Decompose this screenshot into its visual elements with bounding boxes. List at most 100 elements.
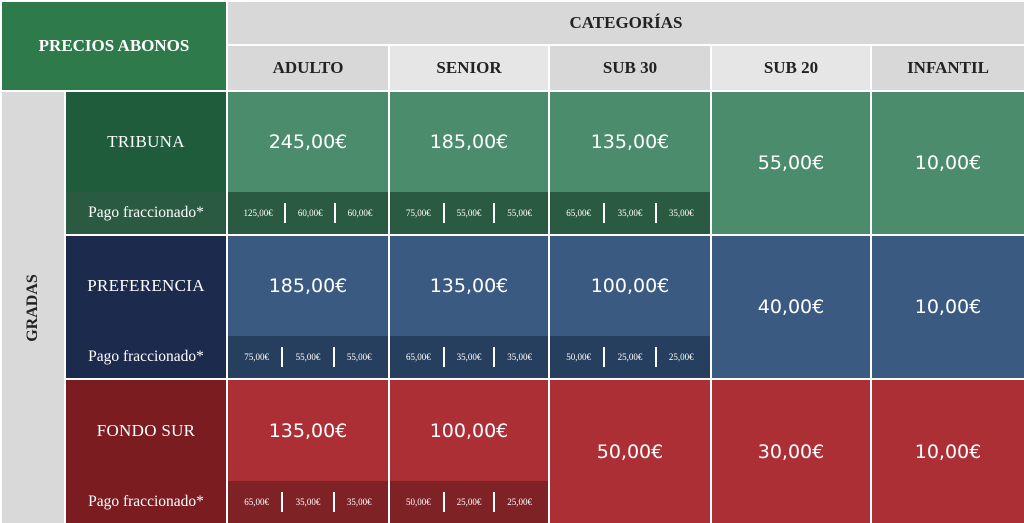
column-header-label: INFANTIL — [907, 58, 989, 77]
installment-value: 65,00€ — [566, 208, 592, 218]
installment-value: 75,00€ — [244, 352, 270, 362]
divider — [654, 347, 657, 367]
price-fondo-sur-adulto: 135,00€ — [228, 380, 388, 481]
pago-fraccionado-label: Pago fraccionado* — [66, 192, 226, 234]
row-name-tribuna: TRIBUNA — [66, 92, 226, 192]
installment-value: 65,00€ — [244, 497, 270, 507]
installment-value: 60,00€ — [347, 208, 373, 218]
price-preferencia-sub20: 40,00€ — [712, 236, 870, 378]
installment-value: 60,00€ — [297, 208, 323, 218]
column-header-infantil: INFANTIL — [872, 46, 1024, 90]
installments-preferencia-sub30: 50,00€ 25,00€ 25,00€ — [550, 336, 710, 378]
installment-value: 55,00€ — [456, 208, 482, 218]
installment-value: 25,00€ — [507, 497, 533, 507]
installment-value: 55,00€ — [346, 352, 372, 362]
price-tribuna-sub30: 135,00€ — [550, 92, 710, 192]
installments-tribuna-senior: 75,00€ 55,00€ 55,00€ — [390, 192, 548, 234]
column-header-label: ADULTO — [272, 58, 344, 77]
price-value: 10,00€ — [914, 296, 982, 318]
price-value: 245,00€ — [268, 131, 348, 153]
price-value: 185,00€ — [429, 131, 509, 153]
installment-value: 25,00€ — [668, 352, 694, 362]
divider — [284, 203, 287, 223]
categorias-header: CATEGORÍAS — [228, 2, 1024, 44]
pago-label-text: Pago fraccionado* — [88, 493, 204, 510]
divider — [281, 492, 284, 512]
divider — [603, 203, 606, 223]
column-header-label: SUB 20 — [763, 58, 819, 77]
price-value: 100,00€ — [590, 275, 670, 297]
price-preferencia-senior: 135,00€ — [390, 236, 548, 336]
divider — [493, 492, 496, 512]
installments-tribuna-sub30: 65,00€ 35,00€ 35,00€ — [550, 192, 710, 234]
price-fondo-sur-senior: 100,00€ — [390, 380, 548, 481]
installments-fondo-sur-senior: 50,00€ 25,00€ 25,00€ — [390, 481, 548, 523]
price-fondo-sur-infantil: 10,00€ — [872, 380, 1024, 523]
column-header-sub20: SUB 20 — [712, 46, 870, 90]
divider — [332, 492, 335, 512]
installments-fondo-sur-adulto: 65,00€ 35,00€ 35,00€ — [228, 481, 388, 523]
row-name-fondo-sur: FONDO SUR — [66, 380, 226, 481]
installment-value: 35,00€ — [507, 352, 533, 362]
price-value: 10,00€ — [914, 152, 982, 174]
price-value: 10,00€ — [914, 440, 982, 463]
row-name-preferencia: PREFERENCIA — [66, 236, 226, 336]
divider — [442, 203, 445, 223]
column-header-label: SENIOR — [436, 58, 502, 77]
divider — [654, 203, 657, 223]
installment-value: 25,00€ — [617, 352, 643, 362]
price-value: 40,00€ — [757, 296, 825, 318]
price-value: 135,00€ — [429, 275, 509, 297]
pago-fraccionado-label: Pago fraccionado* — [66, 336, 226, 378]
column-header-sub30: SUB 30 — [550, 46, 710, 90]
price-preferencia-sub30: 100,00€ — [550, 236, 710, 336]
price-preferencia-infantil: 10,00€ — [872, 236, 1024, 378]
installment-value: 35,00€ — [346, 497, 372, 507]
divider — [442, 492, 445, 512]
installment-value: 55,00€ — [295, 352, 321, 362]
installment-value: 75,00€ — [405, 208, 431, 218]
price-fondo-sur-sub30: 50,00€ — [550, 380, 710, 523]
row-name-text: PREFERENCIA — [87, 276, 205, 295]
price-tribuna-sub20: 55,00€ — [712, 92, 870, 234]
divider — [493, 203, 496, 223]
categorias-label: CATEGORÍAS — [569, 13, 683, 32]
installment-value: 50,00€ — [405, 497, 431, 507]
price-value: 135,00€ — [590, 131, 670, 153]
divider — [281, 347, 284, 367]
installments-preferencia-senior: 65,00€ 35,00€ 35,00€ — [390, 336, 548, 378]
installment-value: 35,00€ — [617, 208, 643, 218]
price-value: 135,00€ — [268, 419, 348, 442]
installment-value: 35,00€ — [295, 497, 321, 507]
column-header-label: SUB 30 — [602, 58, 658, 77]
installment-value: 55,00€ — [507, 208, 533, 218]
divider — [493, 347, 496, 367]
installment-value: 50,00€ — [566, 352, 592, 362]
installment-value: 125,00€ — [243, 208, 273, 218]
installment-value: 35,00€ — [456, 352, 482, 362]
price-tribuna-adulto: 245,00€ — [228, 92, 388, 192]
row-name-text: FONDO SUR — [96, 420, 196, 440]
price-value: 50,00€ — [596, 440, 664, 463]
row-name-text: TRIBUNA — [107, 132, 185, 151]
price-value: 30,00€ — [757, 440, 825, 463]
price-preferencia-adulto: 185,00€ — [228, 236, 388, 336]
price-value: 55,00€ — [757, 152, 825, 174]
divider — [334, 203, 337, 223]
gradas-label-text: GRADAS — [24, 273, 41, 342]
column-header-adulto: ADULTO — [228, 46, 388, 90]
installment-value: 35,00€ — [668, 208, 694, 218]
installments-tribuna-adulto: 125,00€ 60,00€ 60,00€ — [228, 192, 388, 234]
price-value: 100,00€ — [429, 419, 509, 442]
table-title: PRECIOS ABONOS — [2, 2, 226, 90]
divider — [332, 347, 335, 367]
price-fondo-sur-sub20: 30,00€ — [712, 380, 870, 523]
pago-label-text: Pago fraccionado* — [88, 348, 204, 365]
divider — [442, 347, 445, 367]
gradas-label: GRADAS — [2, 92, 64, 523]
pago-label-text: Pago fraccionado* — [88, 204, 204, 221]
installments-preferencia-adulto: 75,00€ 55,00€ 55,00€ — [228, 336, 388, 378]
price-tribuna-infantil: 10,00€ — [872, 92, 1024, 234]
price-tribuna-senior: 185,00€ — [390, 92, 548, 192]
divider — [603, 347, 606, 367]
